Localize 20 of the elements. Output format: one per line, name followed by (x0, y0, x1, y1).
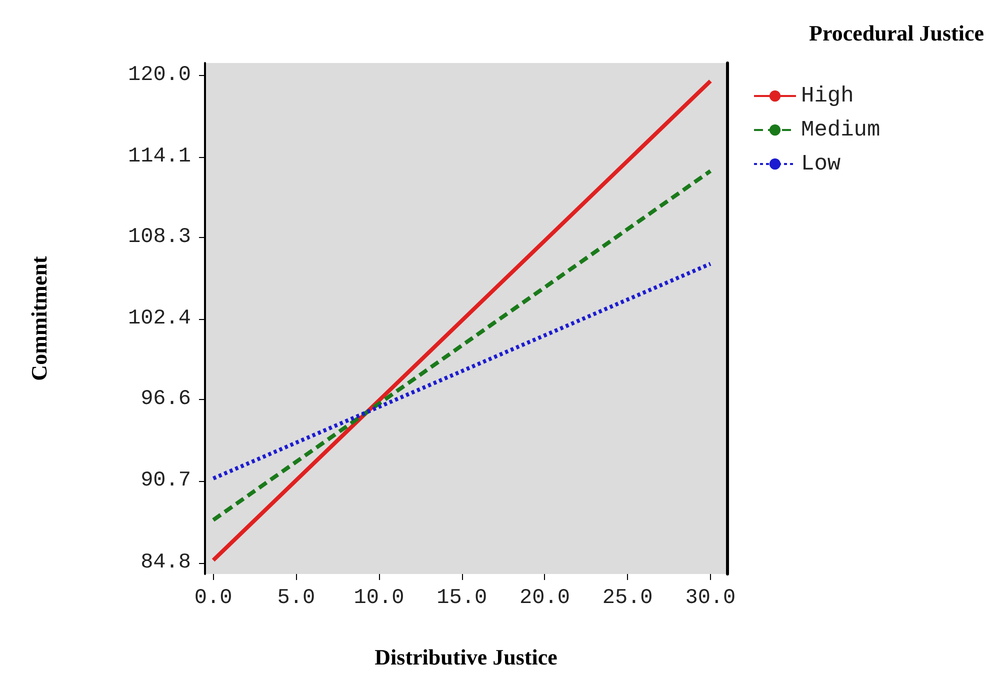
x-tick-label: 5.0 (277, 587, 316, 610)
x-tick-label: 0.0 (194, 587, 232, 610)
x-tick-label: 10.0 (354, 587, 404, 610)
y-tick-label: 114.1 (128, 146, 191, 169)
legend-title: Procedural Justice (809, 20, 984, 46)
x-tick-label: 15.0 (436, 587, 488, 610)
y-tick-label: 108.3 (128, 226, 191, 249)
y-tick-label: 102.4 (128, 308, 191, 331)
x-tick-label: 25.0 (602, 587, 653, 610)
x-axis-title: Distributive Justice (374, 644, 558, 670)
y-tick-label: 90.7 (140, 470, 191, 493)
y-tick-label: 96.6 (140, 388, 191, 412)
x-tick-label: 20.0 (520, 587, 570, 610)
legend-label: Low (801, 152, 841, 176)
legend-label: Medium (801, 118, 880, 142)
y-axis-title: Commitment (26, 256, 52, 381)
legend-label: High (801, 84, 854, 108)
y-tick-label: 84.8 (140, 551, 191, 574)
x-tick-label: 30.0 (685, 587, 736, 610)
y-tick-label: 120.0 (128, 64, 191, 87)
